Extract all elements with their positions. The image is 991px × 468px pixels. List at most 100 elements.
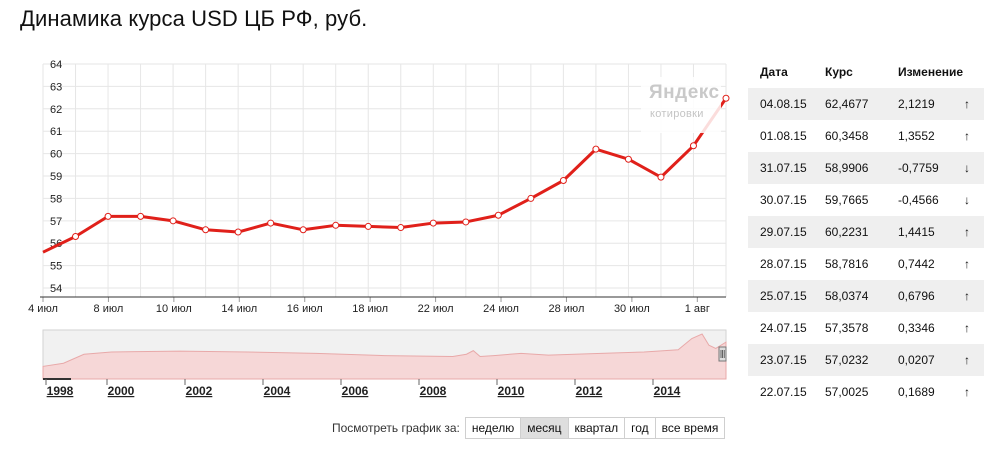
x-tick-label: 10 июл: [156, 303, 192, 315]
arrow-down-icon: ↓: [964, 152, 984, 184]
data-point: [397, 224, 405, 232]
overview-area: [42, 333, 727, 380]
watermark-brand: Яндекс: [649, 82, 720, 103]
table-row: 24.07.15 57,3578 0,3346 ↑: [748, 312, 984, 344]
table-row: 04.08.15 62,4677 2,1219 ↑: [748, 88, 984, 120]
year-label-link[interactable]: 2010: [498, 384, 525, 398]
row-date: 22.07.15: [760, 385, 807, 399]
y-tick-label: 61: [50, 126, 62, 138]
year-label-link[interactable]: 2002: [186, 384, 213, 398]
overview-baseline-marker: [43, 378, 71, 380]
header-change: Изменение: [898, 65, 964, 79]
data-point: [689, 142, 697, 150]
data-point: [169, 217, 177, 225]
period-quarter-button[interactable]: квартал: [567, 417, 626, 439]
row-date: 23.07.15: [748, 344, 825, 376]
x-tick-label: 28 июл: [549, 303, 585, 315]
arrow-up-icon: ↑: [964, 257, 970, 271]
y-tick-label: 54: [50, 283, 62, 295]
x-tick-label: 8 июл: [94, 303, 124, 315]
row-change: 2,1219: [898, 88, 964, 120]
year-label-link[interactable]: 2008: [420, 384, 447, 398]
arrow-up-icon: ↑: [964, 280, 984, 312]
row-rate: 57,0025: [825, 385, 869, 399]
year-label-link[interactable]: 2000: [108, 384, 135, 398]
data-point: [299, 226, 307, 234]
chart-area: 54 55 56 57 58 59 60 61 62 63 64 4 июл 8 июл 10 июл 14…: [0, 52, 740, 452]
y-tick-label: 60: [50, 149, 62, 161]
y-tick-label: 57: [50, 216, 62, 228]
table-row: 23.07.15 57,0232 0,0207 ↑: [748, 344, 984, 376]
data-point: [429, 219, 437, 227]
row-date: 04.08.15: [748, 88, 825, 120]
table-row: 29.07.15 60,2231 1,4415 ↑: [748, 216, 984, 248]
header-rate: Курс: [825, 65, 853, 79]
row-date: 25.07.15: [748, 280, 825, 312]
row-rate: 57,0232: [825, 344, 898, 376]
x-tick-label: 22 июл: [418, 303, 454, 315]
x-tick-label: 16 июл: [287, 303, 323, 315]
arrow-up-icon: ↑: [964, 321, 970, 335]
period-week-button[interactable]: неделю: [464, 417, 522, 439]
data-point: [72, 233, 80, 241]
x-tick-label: 24 июл: [483, 303, 519, 315]
header-date: Дата: [760, 65, 788, 79]
x-tick-label: 14 июл: [221, 303, 257, 315]
row-date: 30.07.15: [760, 193, 807, 207]
arrow-down-icon: ↓: [964, 193, 970, 207]
year-label-link[interactable]: 2012: [576, 384, 603, 398]
y-tick-label: 62: [50, 104, 62, 116]
row-rate: 57,3578: [825, 321, 869, 335]
year-label-link[interactable]: 2006: [342, 384, 369, 398]
table-header-row: Дата Курс Изменение: [748, 56, 984, 88]
row-change: 0,6796: [898, 280, 964, 312]
rates-table: Дата Курс Изменение 04.08.15 62,4677 2,121…: [748, 56, 984, 408]
year-label-link[interactable]: 1998: [47, 384, 74, 398]
arrow-up-icon: ↑: [964, 344, 984, 376]
table-row: 22.07.15 57,0025 0,1689 ↑: [748, 376, 984, 408]
data-point: [527, 194, 535, 202]
y-tick-label: 58: [50, 193, 62, 205]
table-row: 28.07.15 58,7816 0,7442 ↑: [748, 248, 984, 280]
row-rate: 62,4677: [825, 88, 898, 120]
arrow-up-icon: ↑: [964, 129, 970, 143]
table-row: 01.08.15 60,3458 1,3552 ↑: [748, 120, 984, 152]
table-row: 30.07.15 59,7665 -0,4566 ↓: [748, 184, 984, 216]
data-point: [494, 211, 502, 219]
row-rate: 60,2231: [825, 216, 898, 248]
period-selector: Посмотреть график за: неделю месяц кварт…: [332, 417, 726, 439]
row-rate: 58,7816: [825, 257, 869, 271]
row-rate: 58,0374: [825, 280, 898, 312]
period-label: Посмотреть график за:: [332, 421, 460, 435]
arrow-up-icon: ↑: [964, 216, 984, 248]
year-label-link[interactable]: 2014: [654, 384, 681, 398]
data-point: [657, 173, 665, 181]
data-point: [559, 177, 567, 184]
table-row: 31.07.15 58,9906 -0,7759 ↓: [748, 152, 984, 184]
period-year-button[interactable]: год: [624, 417, 656, 439]
year-label-link[interactable]: 2004: [264, 384, 291, 398]
rate-series-line: [42, 97, 728, 254]
data-point: [364, 222, 372, 230]
table-row: 25.07.15 58,0374 0,6796 ↑: [748, 280, 984, 312]
period-all-time-button[interactable]: все время: [654, 417, 726, 439]
x-tick-label: 1 авг: [685, 303, 710, 315]
arrow-up-icon: ↑: [964, 385, 970, 399]
row-change: 0,1689: [898, 385, 935, 399]
page-title: Динамика курса USD ЦБ РФ, руб.: [20, 6, 368, 31]
row-rate: 59,7665: [825, 193, 869, 207]
x-tick-label: 4 июл: [28, 303, 58, 315]
row-date: 31.07.15: [748, 152, 825, 184]
period-month-button[interactable]: месяц: [520, 417, 569, 439]
data-point: [592, 145, 600, 153]
row-change: 1,4415: [898, 216, 964, 248]
data-point: [267, 219, 275, 227]
row-change: 0,0207: [898, 344, 964, 376]
row-change: 1,3552: [898, 129, 935, 143]
y-tick-label: 55: [50, 261, 62, 273]
row-change: -0,4566: [898, 193, 939, 207]
data-point: [202, 226, 210, 234]
row-change: -0,7759: [898, 152, 964, 184]
x-tick-label: 18 июл: [352, 303, 388, 315]
